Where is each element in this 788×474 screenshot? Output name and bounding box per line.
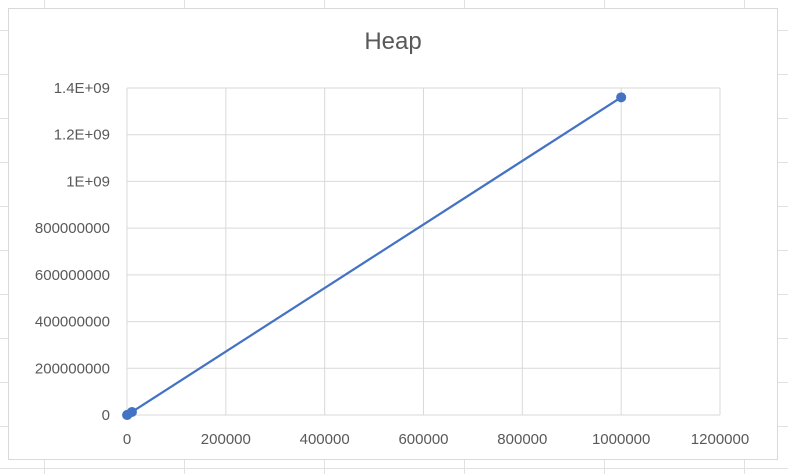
y-tick-label: 1E+09 [66,173,110,190]
y-tick-label: 1.2E+09 [54,127,110,144]
y-tick-label: 200000000 [35,360,110,377]
x-tick-label: 600000 [398,431,448,448]
y-tick-label: 800000000 [35,220,110,237]
y-tick-label: 1.4E+09 [54,80,110,97]
chart-title: Heap [364,28,422,55]
series-line [126,96,622,416]
y-tick-label: 600000000 [35,267,110,284]
y-tick-label: 0 [102,407,110,424]
x-tick-label: 0 [123,431,131,448]
x-tick-label: 800000 [497,431,547,448]
x-tick-label: 200000 [201,431,251,448]
x-tick-label: 400000 [300,431,350,448]
chart-frame [8,8,778,460]
x-tick-label: 1000000 [592,431,650,448]
x-tick-label: 1200000 [691,431,749,448]
y-tick-label: 400000000 [35,314,110,331]
data-point [616,92,627,103]
data-point [126,406,137,417]
